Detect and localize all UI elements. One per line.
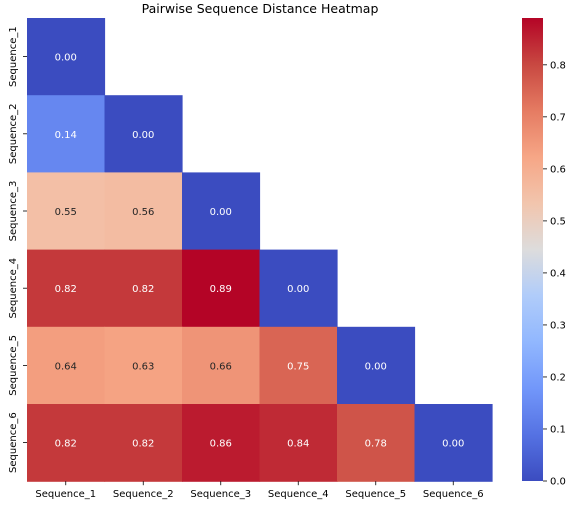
heatmap-cell (414, 404, 493, 482)
heatmap-cell (104, 172, 183, 251)
x-tick-label: Sequence_4 (268, 489, 329, 500)
x-tick-label: Sequence_2 (113, 489, 174, 500)
cell-value-label: 0.89 (210, 284, 232, 295)
x-tick-label: Sequence_6 (423, 489, 484, 500)
heatmap-cell (104, 95, 183, 173)
x-tick-labels: Sequence_1 Sequence_2 Sequence_3 Sequence_4… (35, 481, 484, 500)
colorbar (522, 18, 543, 481)
colorbar-tick-label: 0.6 (550, 164, 566, 175)
heatmap-cell (27, 404, 106, 482)
heatmap-cell (27, 249, 106, 328)
colorbar-tick-label: 0.5 (550, 216, 566, 227)
y-tick-label: Sequence_5 (8, 335, 19, 396)
cell-value-label: 0.82 (132, 439, 154, 450)
y-tick-label: Sequence_4 (8, 258, 19, 319)
cell-value-label: 0.00 (365, 361, 387, 372)
heatmap-cell (182, 249, 261, 328)
heatmap-cell (337, 326, 416, 405)
cell-value-label: 0.55 (55, 207, 77, 218)
heatmap-cell (259, 249, 338, 328)
colorbar-ticks: 0.0 0.1 0.2 0.3 0.4 0.5 0.6 0.7 0.8 (543, 60, 566, 488)
cell-value-label: 0.00 (287, 284, 309, 295)
heatmap-cell (337, 404, 416, 482)
x-tick-label: Sequence_1 (35, 489, 96, 500)
heatmap-cell (182, 326, 261, 405)
heatmap-cell (27, 18, 106, 96)
y-tick-label: Sequence_2 (8, 103, 19, 164)
cell-value-label: 0.84 (287, 439, 309, 450)
cell-value-label: 0.78 (365, 439, 387, 450)
heatmap-cell (259, 404, 338, 482)
chart-title: Pairwise Sequence Distance Heatmap (142, 1, 379, 16)
heatmap-cell (182, 172, 261, 251)
y-tick-label: Sequence_3 (8, 181, 19, 242)
cell-value-label: 0.75 (287, 361, 309, 372)
colorbar-tick-label: 0.1 (550, 424, 566, 435)
cell-value-label: 0.14 (55, 130, 77, 141)
heatmap-cell (259, 326, 338, 405)
colorbar-tick-label: 0.2 (550, 372, 566, 383)
colorbar-tick-label: 0.7 (550, 112, 566, 123)
colorbar-tick-label: 0.3 (550, 320, 566, 331)
heatmap-cell (27, 326, 106, 405)
heatmap-cell (182, 404, 261, 482)
cell-value-label: 0.86 (210, 439, 232, 450)
x-tick-label: Sequence_5 (345, 489, 406, 500)
cell-value-label: 0.00 (442, 439, 464, 450)
heatmap-cell (27, 172, 106, 251)
heatmap-cell (104, 249, 183, 328)
colorbar-tick-label: 0.0 (550, 477, 566, 488)
cell-value-label: 0.56 (132, 207, 154, 218)
heatmap-cell (27, 95, 106, 173)
colorbar-tick-label: 0.4 (550, 268, 566, 279)
y-tick-label: Sequence_6 (8, 412, 19, 473)
cell-value-label: 0.64 (55, 361, 77, 372)
y-tick-labels: Sequence_1 Sequence_2 Sequence_3 Sequence_4… (8, 26, 27, 473)
heatmap-cell (104, 326, 183, 405)
x-tick-label: Sequence_3 (190, 489, 251, 500)
colorbar-tick-label: 0.8 (550, 60, 566, 71)
cell-value-label: 0.00 (210, 207, 232, 218)
cell-value-label: 0.00 (132, 130, 154, 141)
cell-value-label: 0.82 (55, 439, 77, 450)
cell-value-label: 0.82 (132, 284, 154, 295)
heatmap-cell (104, 404, 183, 482)
y-tick-label: Sequence_1 (8, 26, 19, 87)
cell-value-label: 0.63 (132, 361, 154, 372)
heatmap-cells: 0.00 0.14 0.00 0.55 0.56 0.00 0.82 0.82 0.89 0.00… (27, 18, 493, 482)
cell-value-label: 0.00 (55, 53, 77, 64)
cell-value-label: 0.66 (210, 361, 232, 372)
cell-value-label: 0.82 (55, 284, 77, 295)
